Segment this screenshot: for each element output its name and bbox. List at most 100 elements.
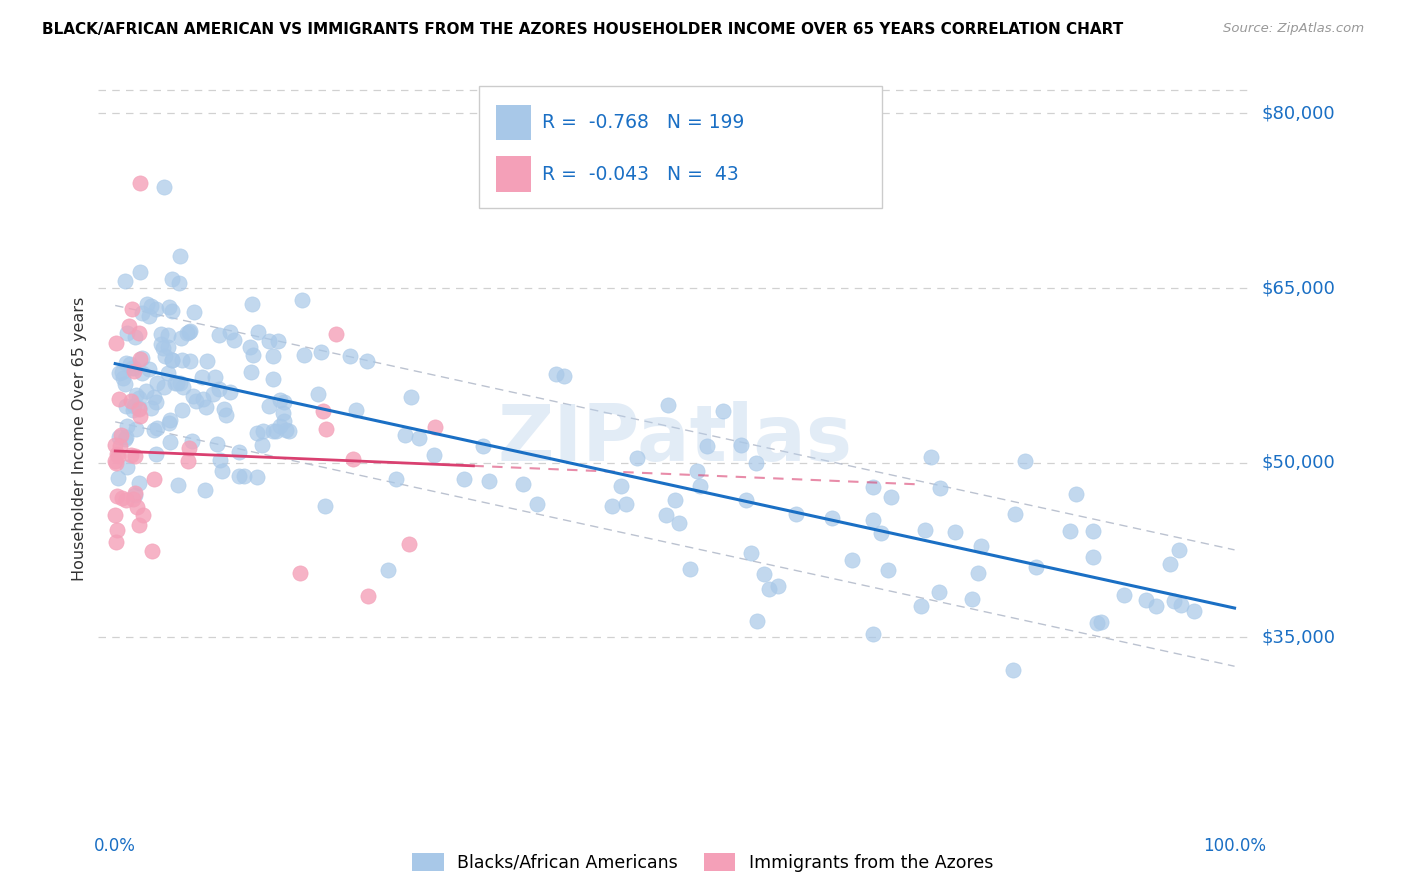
Point [143, 423, 166, 437]
Text: 100.0%: 100.0% [1204, 837, 1265, 855]
Point [124, 449, 146, 463]
Point [657, 398, 679, 412]
Point [821, 511, 844, 525]
Point [181, 434, 204, 449]
Point [1004, 507, 1026, 521]
Point [114, 430, 136, 444]
Point [114, 377, 136, 392]
Point [131, 351, 153, 366]
Point [108, 439, 131, 453]
Point [453, 472, 475, 486]
Point [264, 425, 287, 439]
Point [1083, 524, 1105, 539]
Point [115, 419, 138, 434]
Point [156, 340, 179, 354]
Point [247, 326, 270, 340]
Point [138, 310, 160, 324]
Point [104, 454, 127, 468]
Point [128, 401, 150, 415]
Point [262, 371, 284, 385]
Point [121, 301, 143, 316]
Point [929, 482, 952, 496]
Point [111, 371, 134, 385]
Point [153, 349, 176, 363]
Point [967, 566, 990, 581]
Point [195, 400, 218, 414]
Point [128, 326, 150, 341]
Point [162, 272, 184, 286]
Point [179, 354, 201, 368]
Text: BLACK/AFRICAN AMERICAN VS IMMIGRANTS FROM THE AZORES HOUSEHOLDER INCOME OVER 65 : BLACK/AFRICAN AMERICAN VS IMMIGRANTS FRO… [42, 22, 1123, 37]
Point [129, 352, 152, 367]
Point [246, 470, 269, 484]
Point [166, 477, 188, 491]
Point [277, 424, 299, 438]
Text: 0.0%: 0.0% [94, 837, 136, 855]
Point [512, 477, 534, 491]
Point [862, 513, 884, 527]
Point [212, 402, 235, 417]
Point [191, 369, 214, 384]
Point [122, 364, 145, 378]
Point [170, 353, 193, 368]
Point [785, 507, 807, 521]
Point [104, 535, 127, 549]
Point [165, 376, 187, 390]
Point [356, 354, 378, 368]
Point [970, 539, 993, 553]
Point [600, 500, 623, 514]
Point [124, 400, 146, 414]
Point [107, 450, 129, 464]
Point [960, 591, 983, 606]
Point [124, 422, 146, 436]
Point [744, 456, 766, 470]
Point [914, 523, 936, 537]
Point [157, 416, 180, 430]
Point [160, 353, 183, 368]
Point [170, 330, 193, 344]
Point [107, 366, 129, 380]
Point [730, 438, 752, 452]
Point [207, 437, 229, 451]
Point [114, 356, 136, 370]
Point [342, 452, 364, 467]
Point [167, 276, 190, 290]
Point [655, 508, 678, 523]
Point [201, 387, 224, 401]
Point [1135, 593, 1157, 607]
Point [394, 428, 416, 442]
Point [152, 341, 174, 355]
Point [124, 488, 146, 502]
Point [1090, 615, 1112, 629]
Point [735, 492, 758, 507]
Point [117, 326, 139, 341]
Point [160, 304, 183, 318]
Point [1159, 557, 1181, 571]
Point [145, 301, 167, 316]
Point [215, 409, 238, 423]
Point [138, 361, 160, 376]
Point [664, 493, 686, 508]
Point [344, 402, 367, 417]
Point [1064, 486, 1087, 500]
Point [224, 333, 246, 347]
Point [143, 390, 166, 404]
Point [104, 456, 127, 470]
Point [120, 448, 142, 462]
Point [257, 399, 280, 413]
Point [105, 447, 128, 461]
Point [315, 422, 337, 436]
Point [125, 388, 148, 402]
Point [114, 433, 136, 447]
Point [870, 526, 893, 541]
Point [111, 365, 134, 379]
Point [758, 582, 780, 596]
Text: $65,000: $65,000 [1261, 279, 1334, 297]
Point [1168, 543, 1191, 558]
Point [129, 409, 152, 424]
Point [614, 497, 637, 511]
Text: R =  -0.043   N =  43: R = -0.043 N = 43 [543, 164, 740, 184]
Point [273, 414, 295, 428]
Point [246, 425, 269, 440]
Point [239, 365, 262, 379]
